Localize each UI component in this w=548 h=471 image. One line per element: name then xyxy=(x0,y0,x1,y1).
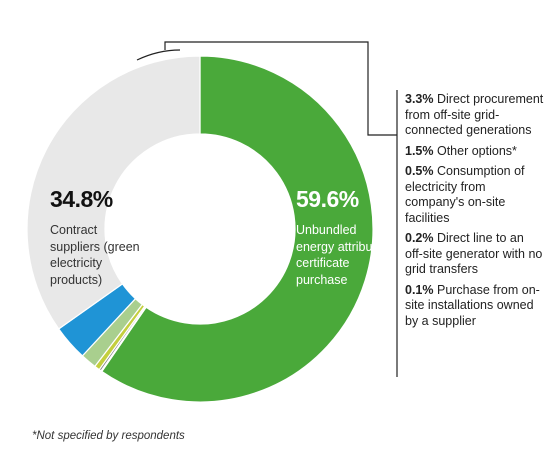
slice-label-grey-text: Contract suppliers (green electricity pr… xyxy=(50,223,140,287)
legend-item: 0.1% Purchase from on-site installations… xyxy=(405,283,545,330)
legend-connector xyxy=(136,41,398,377)
legend-item-percent: 0.5% xyxy=(405,164,434,178)
footnote: *Not specified by respondents xyxy=(32,430,185,442)
donut-slice xyxy=(26,55,201,330)
legend-item: 0.2% Direct line to an off-site generato… xyxy=(405,231,545,278)
slice-label-green-percent: 59.6% xyxy=(296,186,359,212)
legend: 3.3% Direct procurement from off-site gr… xyxy=(405,92,545,334)
connector-arc xyxy=(136,49,181,61)
legend-item-text: Other options* xyxy=(436,143,517,158)
legend-item-text: Direct procurement from off-site grid-co… xyxy=(405,92,544,137)
legend-item-text: Consumption of electricity from company'… xyxy=(405,164,525,225)
legend-item: 0.5% Consumption of electricity from com… xyxy=(405,164,545,226)
legend-item-percent: 0.1% xyxy=(405,282,434,297)
legend-item-text: Direct line to an off-site generator wit… xyxy=(405,231,543,276)
donut-slices xyxy=(26,55,374,403)
donut-slice xyxy=(101,55,374,403)
legend-item: 3.3% Direct procurement from off-site gr… xyxy=(405,92,545,139)
connector-line xyxy=(164,41,397,136)
slice-label-green-text: Unbundled energy attribute certificate p… xyxy=(296,223,383,287)
legend-item-percent: 1.5% xyxy=(405,143,434,158)
legend-item: 1.5% Other options* xyxy=(405,144,545,160)
legend-item-percent: 3.3% xyxy=(405,92,434,106)
legend-item-percent: 0.2% xyxy=(405,231,434,245)
slice-label-grey-percent: 34.8% xyxy=(50,186,113,212)
legend-item-text: Purchase from on-site installations owne… xyxy=(405,282,540,328)
